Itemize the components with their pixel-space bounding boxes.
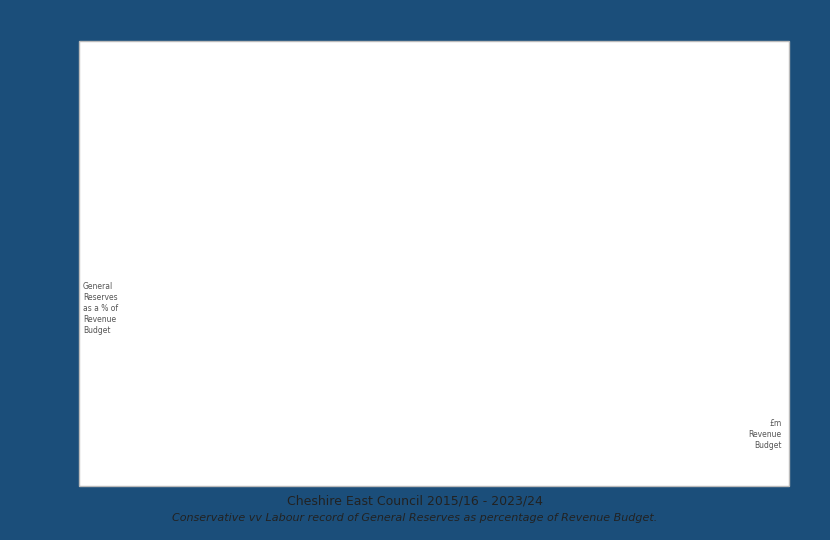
Text: £m
Revenue
Budget: £m Revenue Budget — [749, 418, 782, 450]
Bar — [620, 157, 652, 381]
Bar — [300, 200, 332, 381]
Bar — [428, 188, 460, 381]
Bar — [364, 197, 396, 381]
Text: General
Reserves
as a % of
Revenue
Budget: General Reserves as a % of Revenue Budge… — [83, 282, 118, 335]
Bar — [492, 176, 524, 381]
Text: Conservative vv Labour record of General Reserves as percentage of Revenue Budge: Conservative vv Labour record of General… — [173, 513, 657, 523]
Text: Cheshire East Council 2015/16 - 2023/24: Cheshire East Council 2015/16 - 2023/24 — [287, 494, 543, 507]
Legend: Revenue budget, Labour, Conservative: Revenue budget, Labour, Conservative — [271, 470, 617, 490]
Bar — [236, 198, 268, 381]
Bar — [684, 140, 716, 381]
Bar — [172, 199, 204, 381]
Bar — [556, 169, 588, 381]
